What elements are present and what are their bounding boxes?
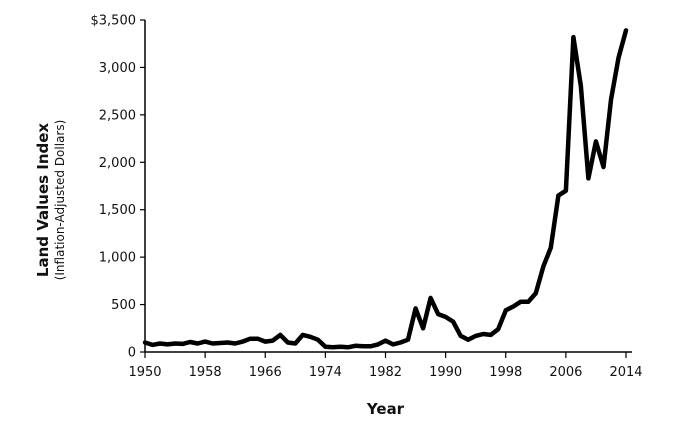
data-point bbox=[301, 333, 305, 337]
data-point bbox=[151, 343, 154, 347]
data-point bbox=[316, 338, 320, 342]
data-point bbox=[218, 341, 222, 345]
data-point bbox=[489, 333, 493, 337]
data-point bbox=[586, 176, 590, 180]
y-axis-title: Land Values Index bbox=[34, 123, 52, 278]
data-point bbox=[541, 265, 545, 269]
x-tick-label: 1958 bbox=[189, 365, 222, 380]
data-point bbox=[451, 320, 455, 324]
data-point bbox=[421, 326, 425, 330]
data-point bbox=[233, 342, 237, 345]
chart-axes bbox=[144, 20, 632, 353]
data-point bbox=[496, 327, 500, 331]
data-point bbox=[226, 341, 230, 344]
data-point bbox=[211, 342, 215, 345]
y-tick-label: 1,000 bbox=[99, 251, 136, 266]
y-tick-label: 2,500 bbox=[99, 108, 136, 123]
data-point bbox=[406, 338, 410, 342]
data-point bbox=[617, 56, 620, 60]
data-point bbox=[346, 345, 350, 349]
data-point bbox=[188, 340, 192, 344]
data-point bbox=[353, 344, 357, 348]
data-point bbox=[286, 341, 290, 344]
x-axis-ticks: 1950 1958 1966 1974 1982 1990 1998 2006 2014 bbox=[128, 352, 643, 380]
x-tick-label: 1990 bbox=[429, 365, 462, 380]
data-point bbox=[158, 342, 162, 345]
data-point bbox=[166, 342, 169, 346]
y-tick-label: 1,500 bbox=[99, 203, 136, 218]
data-point bbox=[369, 344, 372, 348]
data-points bbox=[143, 28, 628, 349]
data-point bbox=[571, 35, 575, 39]
data-point bbox=[338, 345, 342, 349]
data-point bbox=[323, 345, 327, 349]
data-point bbox=[181, 342, 185, 346]
data-point bbox=[624, 28, 628, 32]
data-point bbox=[143, 341, 147, 344]
data-point bbox=[361, 344, 365, 348]
land-values-line bbox=[142, 28, 629, 350]
y-tick-label: 500 bbox=[111, 298, 136, 313]
data-point bbox=[474, 334, 478, 338]
data-point bbox=[579, 84, 583, 88]
x-tick-label: 1982 bbox=[369, 365, 402, 380]
x-tick-label: 2006 bbox=[549, 365, 582, 380]
data-point bbox=[384, 339, 387, 343]
x-tick-label: 1950 bbox=[128, 365, 161, 380]
data-point bbox=[308, 335, 312, 339]
data-point bbox=[399, 341, 402, 344]
data-point bbox=[519, 300, 523, 304]
y-tick-label: 2,000 bbox=[99, 156, 136, 171]
data-point bbox=[414, 306, 418, 310]
data-point bbox=[534, 291, 538, 295]
data-point bbox=[173, 342, 177, 345]
y-axis-subtitle: (Inflation-Adjusted Dollars) bbox=[53, 120, 67, 281]
data-point bbox=[256, 337, 260, 341]
data-point bbox=[459, 334, 463, 338]
data-point bbox=[444, 315, 448, 319]
data-point bbox=[248, 337, 252, 341]
y-tick-label: 3,000 bbox=[99, 61, 136, 76]
x-tick-label: 1966 bbox=[249, 365, 282, 380]
data-point bbox=[331, 345, 335, 349]
y-axis-ticks: 0 500 1,000 1,500 2,000 2,500 3,000 $3,500 bbox=[91, 14, 145, 361]
data-point bbox=[429, 296, 433, 300]
data-point bbox=[526, 300, 530, 304]
data-point bbox=[556, 194, 560, 197]
data-point bbox=[293, 342, 297, 345]
data-point bbox=[549, 246, 553, 250]
data-point bbox=[263, 340, 267, 344]
x-tick-label: 1998 bbox=[489, 365, 522, 380]
x-axis-title: Year bbox=[366, 400, 405, 418]
data-point bbox=[436, 312, 440, 316]
data-point bbox=[504, 308, 508, 312]
data-point bbox=[278, 333, 282, 337]
data-point bbox=[376, 342, 380, 346]
x-tick-label: 1974 bbox=[309, 365, 342, 380]
data-point bbox=[594, 139, 598, 143]
y-tick-label: 0 bbox=[128, 346, 136, 361]
data-point bbox=[564, 189, 568, 193]
data-point bbox=[241, 340, 245, 344]
data-point bbox=[203, 340, 207, 344]
data-point bbox=[391, 342, 395, 346]
data-point bbox=[609, 98, 613, 102]
y-tick-label: $3,500 bbox=[91, 14, 137, 29]
data-point bbox=[271, 339, 275, 343]
data-point bbox=[481, 332, 485, 336]
data-point bbox=[466, 338, 470, 342]
data-point bbox=[511, 305, 515, 308]
data-point bbox=[602, 165, 605, 169]
data-point bbox=[196, 342, 200, 345]
x-tick-label: 2014 bbox=[609, 365, 642, 380]
